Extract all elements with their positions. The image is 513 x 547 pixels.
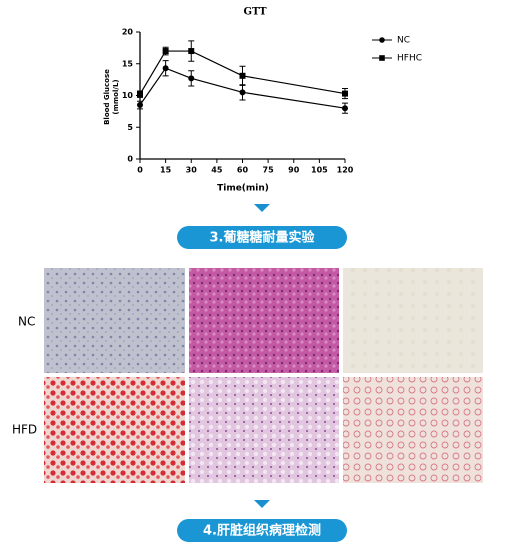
- step-label: 3.葡糖糖耐量实验: [210, 230, 316, 246]
- x-axis-label: Time(min): [217, 184, 269, 194]
- image-hfd-3: [343, 377, 483, 483]
- x-tick-label: 30: [186, 166, 198, 175]
- chart-title: GTT: [243, 7, 267, 18]
- legend-marker: [379, 37, 385, 43]
- x-tick-label: 75: [263, 166, 275, 175]
- y-tick-label: 0: [127, 155, 133, 164]
- x-tick-label: 45: [211, 166, 223, 175]
- point: [188, 75, 195, 82]
- arrow: [254, 204, 270, 212]
- point: [162, 65, 169, 72]
- point: [342, 105, 348, 112]
- image-nc-2: [189, 268, 339, 373]
- x-tick-label: 90: [288, 166, 300, 175]
- image-nc-3: [343, 268, 483, 373]
- step-pill: [177, 519, 347, 542]
- y-tick-label: 5: [127, 123, 133, 132]
- point: [162, 48, 169, 55]
- step-label: 4.肝脏组织病理检测: [203, 523, 321, 539]
- point: [239, 72, 246, 79]
- y-tick-label: 15: [122, 59, 134, 68]
- point: [137, 102, 143, 109]
- legend-label: NC: [397, 36, 410, 46]
- y-tick-label: 20: [122, 28, 134, 37]
- image-hfd-2: [189, 377, 339, 483]
- legend-marker: [379, 55, 385, 61]
- x-tick-label: 60: [237, 166, 249, 175]
- row-label: HFD: [12, 423, 37, 437]
- x-tick-label: 105: [311, 166, 328, 175]
- x-tick-label: 120: [337, 166, 354, 175]
- legend-label: HFHC: [397, 54, 422, 64]
- histology-panels: [44, 268, 483, 483]
- x-tick-label: 15: [160, 166, 172, 175]
- image-hfd-1: [44, 377, 185, 483]
- point: [342, 90, 348, 97]
- row-label: NC: [18, 315, 35, 329]
- x-tick-label: 0: [137, 166, 143, 175]
- step-pill: [177, 226, 347, 249]
- y-axis-label-line: Blood Glucose: [103, 69, 111, 125]
- point: [137, 91, 143, 98]
- point: [239, 89, 246, 96]
- y-axis-label-line: (mmol/L): [112, 79, 120, 114]
- arrow: [254, 500, 270, 508]
- y-tick-label: 10: [122, 91, 134, 100]
- image-nc-1: [44, 268, 185, 373]
- y-axis-label: Blood Glucose (mmol/L): [103, 69, 120, 125]
- point: [188, 48, 195, 55]
